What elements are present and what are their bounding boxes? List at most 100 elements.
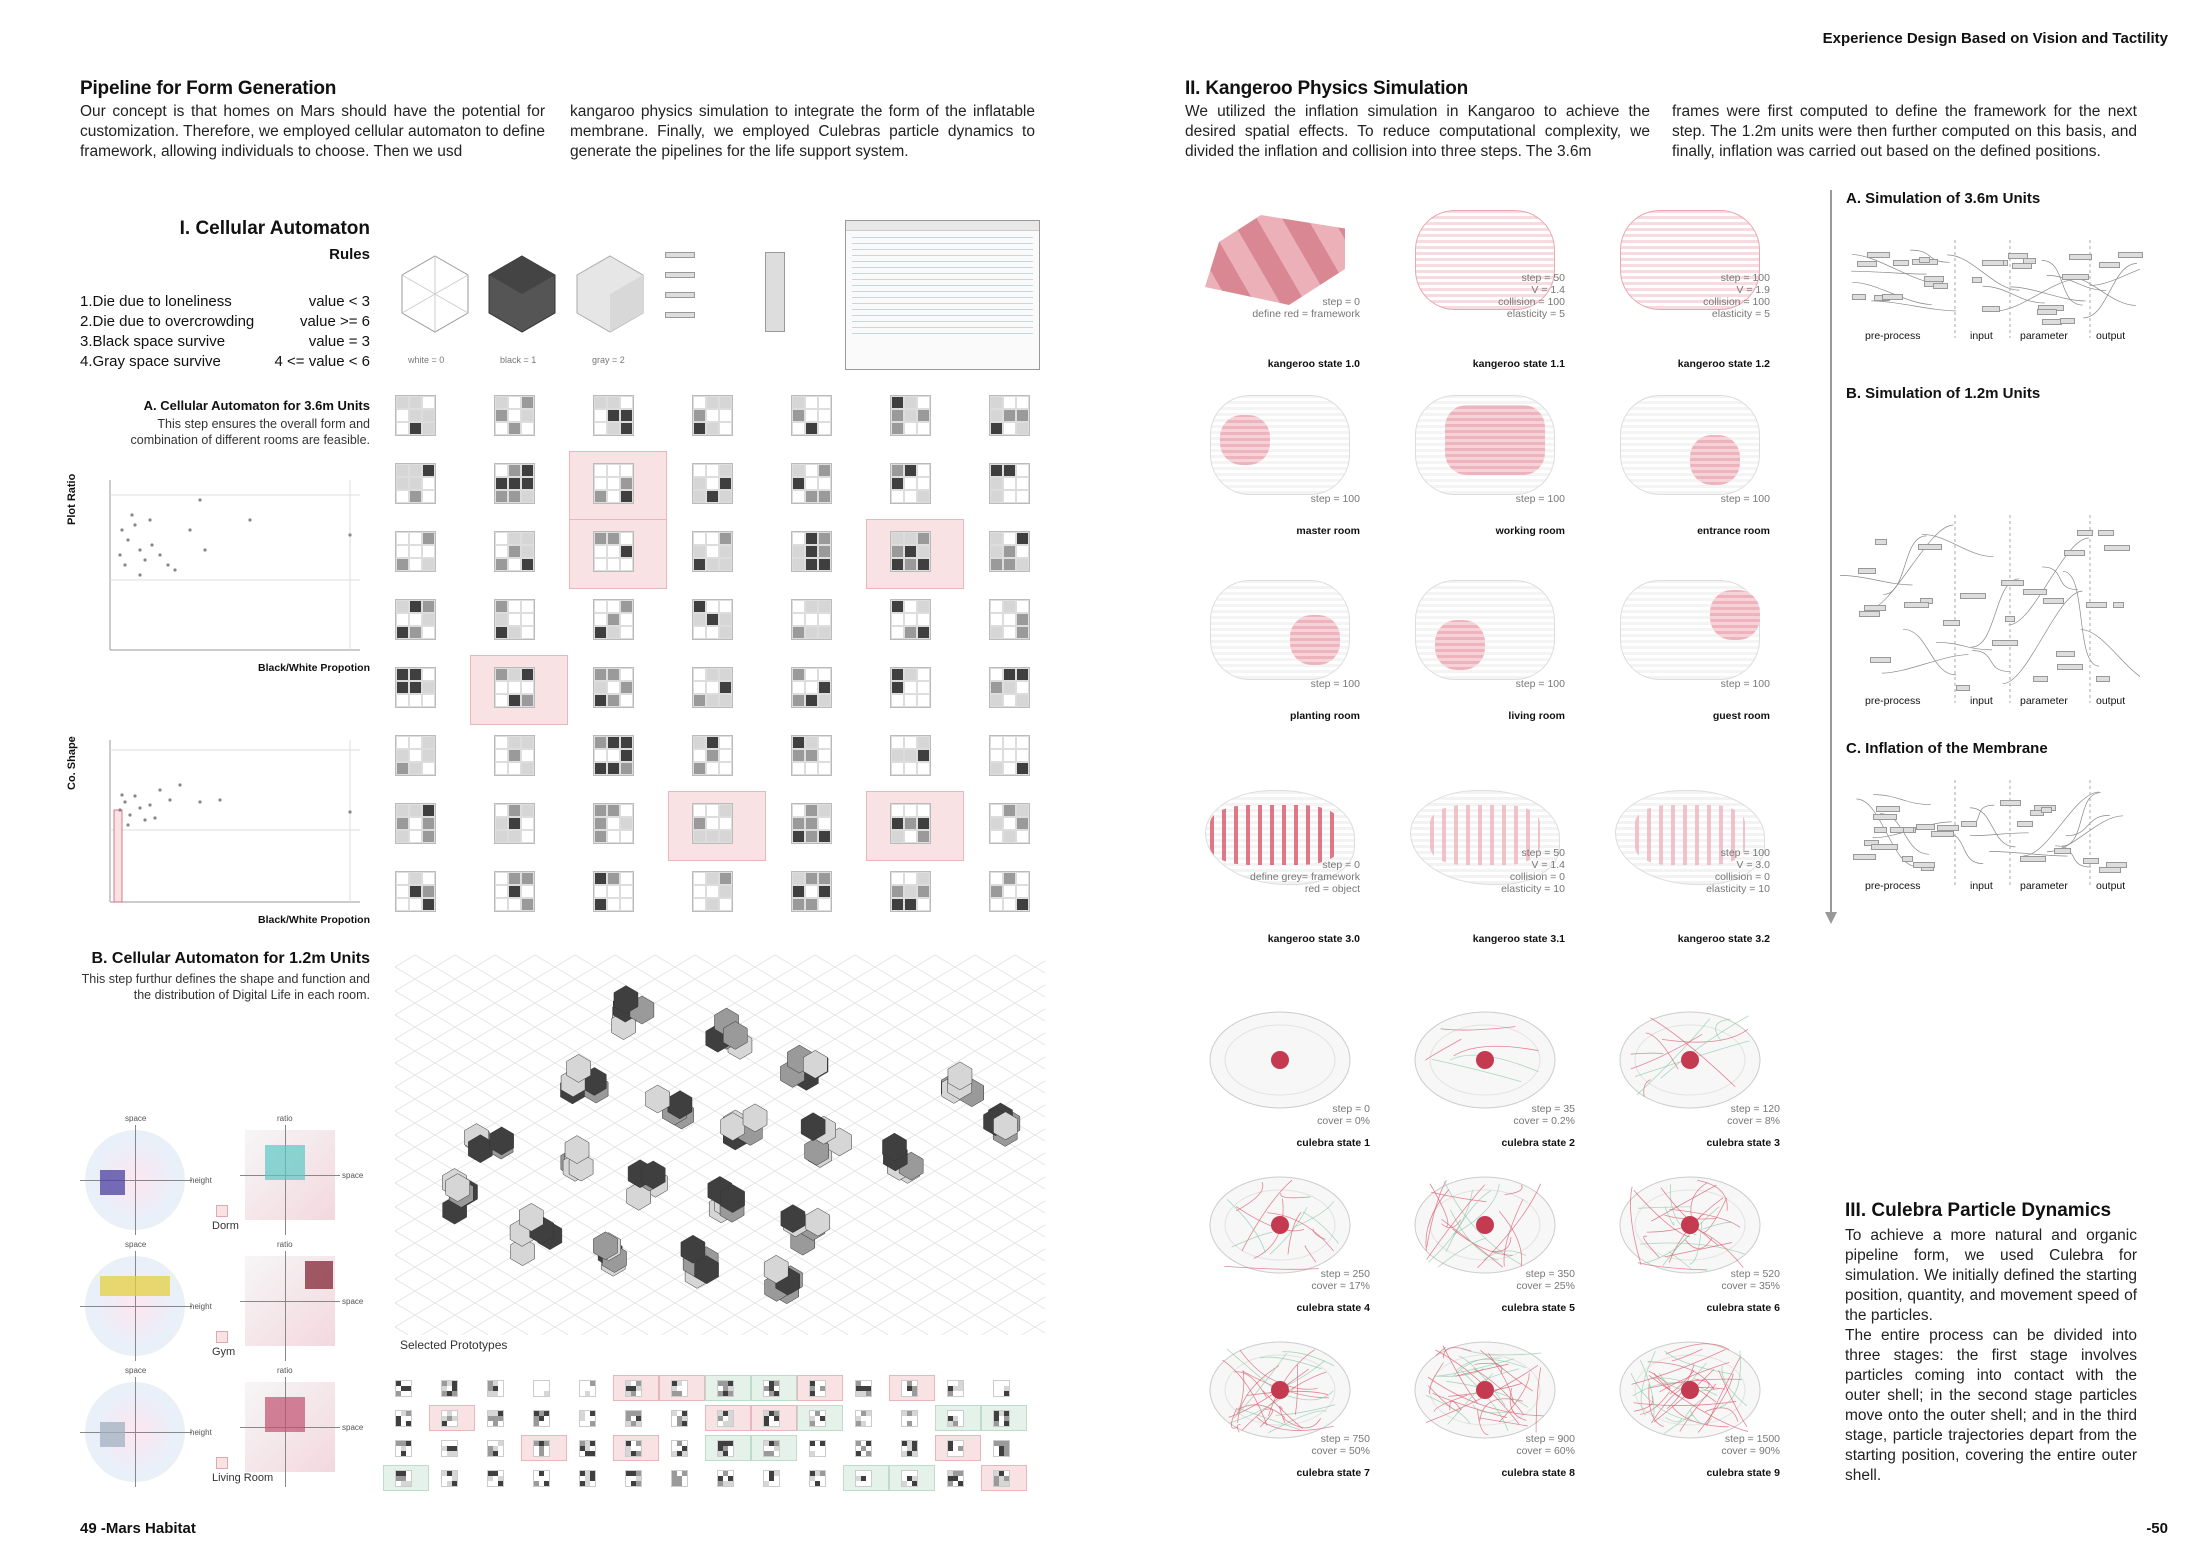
- state-param: red = object: [1304, 883, 1360, 895]
- prototype-thumb[interactable]: [855, 1410, 872, 1427]
- state-param: define red = framework: [1252, 308, 1360, 320]
- ca-pattern: [989, 599, 1030, 640]
- code-editor-window: [845, 220, 1040, 370]
- prototype-thumb[interactable]: [901, 1410, 918, 1427]
- prototype-thumb[interactable]: [487, 1380, 504, 1397]
- radar-ratio-label: ratio: [277, 1240, 293, 1249]
- prototype-block: [593, 1231, 618, 1261]
- sim-label-preprocess: pre-process: [1865, 330, 1921, 342]
- state-name: planting room: [1290, 710, 1360, 722]
- prototype-thumb[interactable]: [441, 1440, 458, 1457]
- prototype-thumb[interactable]: [441, 1470, 458, 1487]
- prototype-thumb[interactable]: [855, 1470, 872, 1487]
- prototype-thumb[interactable]: [441, 1410, 458, 1427]
- prototype-thumb[interactable]: [763, 1410, 780, 1427]
- prototype-thumb[interactable]: [487, 1440, 504, 1457]
- radar-height-label: height: [190, 1302, 212, 1311]
- ca-pattern: [593, 531, 634, 572]
- prototype-thumb[interactable]: [901, 1470, 918, 1487]
- room-type-label: Dorm: [212, 1220, 239, 1232]
- prototype-thumb[interactable]: [533, 1440, 550, 1457]
- prototype-thumb[interactable]: [671, 1470, 688, 1487]
- kangaroo-state-grid: step = 0 define red = framework kangeroo …: [1200, 200, 1830, 945]
- state-param: collision = 100: [1703, 296, 1770, 308]
- room-type-label: Gym: [212, 1346, 236, 1358]
- prototype-thumb[interactable]: [763, 1440, 780, 1457]
- ca-pattern: [989, 803, 1030, 844]
- state-param: elasticity = 10: [1501, 883, 1565, 895]
- prototype-thumb[interactable]: [625, 1470, 642, 1487]
- prototype-thumb[interactable]: [717, 1410, 734, 1427]
- radar-space-right-label: space: [342, 1297, 364, 1306]
- ca-pattern: [692, 803, 733, 844]
- isometric-prototype-field: [395, 955, 1045, 1335]
- sim-label-parameter: parameter: [2020, 695, 2068, 707]
- prototype-thumb[interactable]: [763, 1470, 780, 1487]
- prototype-thumb[interactable]: [947, 1380, 964, 1397]
- prototype-thumb[interactable]: [993, 1440, 1010, 1457]
- prototype-thumb[interactable]: [579, 1410, 596, 1427]
- prototype-thumb[interactable]: [947, 1410, 964, 1427]
- prototype-thumb[interactable]: [809, 1470, 826, 1487]
- prototype-thumb[interactable]: [993, 1410, 1010, 1427]
- prototype-thumb[interactable]: [441, 1380, 458, 1397]
- prototype-block: [722, 1021, 748, 1050]
- prototype-thumb[interactable]: [901, 1380, 918, 1397]
- ca-pattern: [890, 531, 931, 572]
- state-name: kangeroo state 3.2: [1677, 933, 1770, 945]
- ca-pattern: [395, 463, 436, 504]
- prototype-thumb[interactable]: [487, 1470, 504, 1487]
- culebra-name: culebra state 6: [1706, 1302, 1780, 1314]
- prototype-block: [468, 1134, 493, 1164]
- radar-row: space height ratio space Living Room: [80, 1366, 380, 1498]
- prototype-thumb[interactable]: [993, 1470, 1010, 1487]
- prototype-thumb[interactable]: [533, 1380, 550, 1397]
- room-type-label: Living Room: [212, 1472, 274, 1484]
- prototype-thumb[interactable]: [625, 1440, 642, 1457]
- prototype-thumb[interactable]: [487, 1410, 504, 1427]
- prototype-thumb[interactable]: [625, 1380, 642, 1397]
- left-footer: 49 -Mars Habitat: [80, 1520, 196, 1537]
- prototype-thumb[interactable]: [579, 1380, 596, 1397]
- kangaroo-col1: We utilized the inflation simulation in …: [1185, 103, 1650, 160]
- ca-pattern: [989, 871, 1030, 912]
- prototype-thumb[interactable]: [947, 1470, 964, 1487]
- prototype-thumb[interactable]: [809, 1410, 826, 1427]
- state-param: step = 100: [1720, 493, 1770, 505]
- prototype-thumb[interactable]: [395, 1470, 412, 1487]
- ca-pattern: [692, 599, 733, 640]
- prototype-thumb[interactable]: [947, 1440, 964, 1457]
- state-param: elasticity = 5: [1506, 308, 1565, 320]
- prototype-thumb[interactable]: [717, 1440, 734, 1457]
- selected-prototypes-label: Selected Prototypes: [400, 1338, 508, 1352]
- ca-pattern: [494, 871, 535, 912]
- prototype-thumb[interactable]: [763, 1380, 780, 1397]
- right-footer: -50: [2146, 1520, 2168, 1537]
- prototype-thumb[interactable]: [671, 1440, 688, 1457]
- prototype-thumb[interactable]: [717, 1380, 734, 1397]
- prototype-thumb[interactable]: [855, 1380, 872, 1397]
- kangaroo-state: step = 0 define red = framework kangeroo …: [1200, 200, 1380, 370]
- prototype-thumb[interactable]: [625, 1410, 642, 1427]
- prototype-thumb[interactable]: [809, 1380, 826, 1397]
- prototype-thumb[interactable]: [579, 1470, 596, 1487]
- prototype-thumb[interactable]: [533, 1410, 550, 1427]
- prototype-thumb[interactable]: [395, 1380, 412, 1397]
- prototype-thumb[interactable]: [671, 1410, 688, 1427]
- prototype-thumb[interactable]: [717, 1470, 734, 1487]
- ca-pattern: [494, 599, 535, 640]
- prototype-thumb[interactable]: [579, 1440, 596, 1457]
- prototype-thumb[interactable]: [993, 1380, 1010, 1397]
- radar-height-label: height: [190, 1428, 212, 1437]
- prototype-thumb[interactable]: [395, 1440, 412, 1457]
- culebra-step: step = 900: [1525, 1433, 1575, 1445]
- prototype-thumb[interactable]: [809, 1440, 826, 1457]
- prototype-block: [694, 1255, 719, 1285]
- prototype-thumb[interactable]: [855, 1440, 872, 1457]
- prototype-thumb[interactable]: [671, 1380, 688, 1397]
- culebra-step: step = 120: [1730, 1103, 1780, 1115]
- state-name: master room: [1296, 525, 1360, 537]
- prototype-thumb[interactable]: [395, 1410, 412, 1427]
- prototype-thumb[interactable]: [901, 1440, 918, 1457]
- prototype-thumb[interactable]: [533, 1470, 550, 1487]
